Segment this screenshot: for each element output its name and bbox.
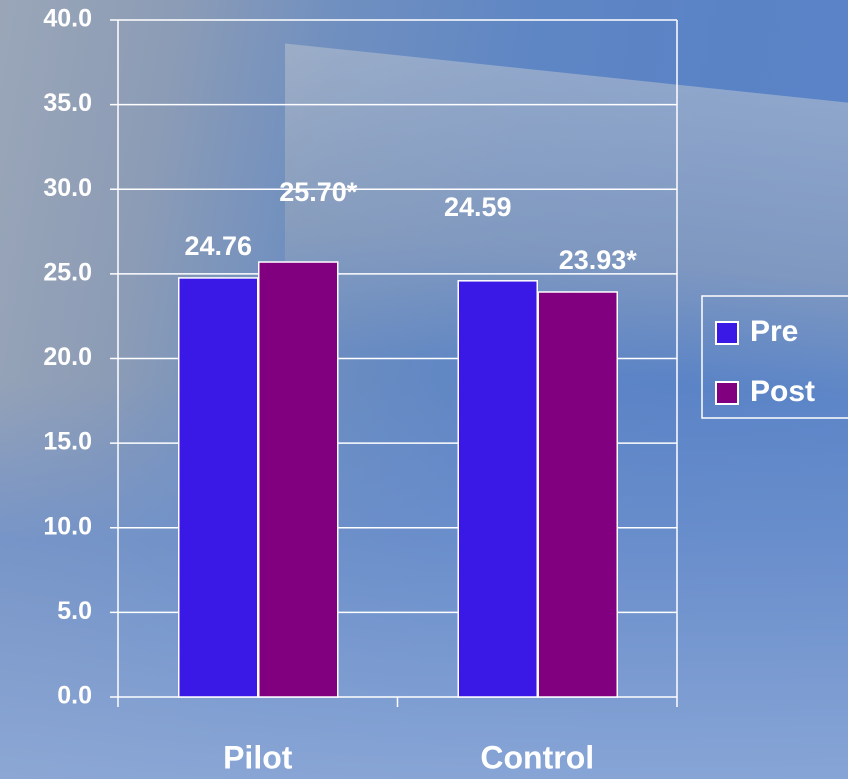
x-tick-label: Pilot: [223, 739, 293, 775]
legend-swatch: [715, 321, 739, 345]
y-tick-label: 20.0: [43, 343, 92, 371]
value-label: 24.59: [444, 192, 512, 222]
bar: [537, 291, 618, 698]
y-tick-label: 30.0: [43, 174, 92, 202]
y-tick-label: 10.0: [43, 512, 92, 540]
legend-label: Post: [750, 375, 815, 408]
value-label: 25.70*: [279, 177, 358, 207]
bar: [178, 277, 259, 698]
bar: [457, 280, 538, 698]
y-tick-label: 25.0: [43, 258, 92, 286]
background-fade: [0, 380, 848, 779]
y-tick-label: 15.0: [43, 428, 92, 456]
y-tick-label: 35.0: [43, 89, 92, 117]
value-label: 23.93*: [559, 245, 638, 275]
legend-label: Pre: [750, 315, 798, 348]
value-label: 24.76: [184, 231, 252, 261]
x-tick-label: Control: [480, 739, 594, 775]
bar: [258, 261, 339, 698]
y-tick-label: 0.0: [57, 682, 92, 710]
y-tick-label: 40.0: [43, 5, 92, 33]
legend-swatch: [715, 381, 739, 405]
y-tick-label: 5.0: [57, 597, 92, 625]
legend-box: [701, 295, 848, 419]
